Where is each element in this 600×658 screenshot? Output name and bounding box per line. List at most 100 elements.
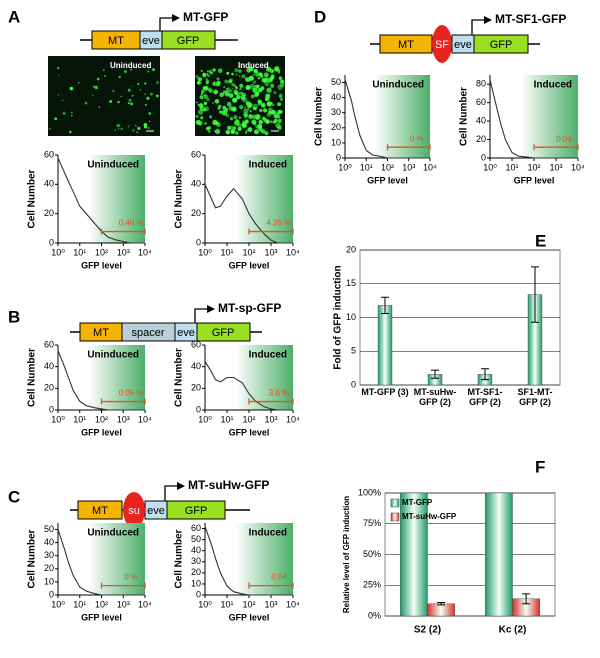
cell [69, 86, 74, 91]
cell [264, 131, 269, 136]
y-axis-label: Cell Number [27, 169, 38, 228]
x-tick-label: 10¹ [220, 247, 233, 257]
construct-title: MT-sp-GFP [218, 301, 281, 315]
error-bar [531, 266, 539, 323]
cell [209, 115, 213, 119]
y-tick-label: 50 [44, 524, 54, 534]
cell [249, 103, 253, 108]
histogram-line [57, 157, 145, 244]
cell [232, 97, 238, 103]
cell [49, 127, 51, 130]
x-tick-label: 10³ [264, 247, 277, 257]
cell [271, 70, 274, 73]
cell [277, 102, 282, 107]
cell [131, 94, 134, 97]
cell [277, 69, 280, 72]
cell [279, 82, 285, 88]
cell [257, 99, 262, 104]
cell [117, 100, 120, 104]
x-axis-label: GFP level [514, 175, 555, 185]
part-label: GFP [212, 327, 235, 339]
gate-label: 0.04 [556, 134, 572, 143]
gate [248, 228, 294, 235]
x-axis-label: GFP level [81, 427, 122, 437]
x-tick-label: MT-SF1-GFP (2) [467, 388, 503, 407]
cell [248, 114, 252, 117]
cell [218, 104, 222, 109]
plot-title: Induced [249, 160, 287, 171]
cell [249, 110, 252, 113]
y-tick-label: 75% [363, 518, 381, 528]
x-tick-label: 10¹ [73, 599, 86, 609]
cell [96, 77, 100, 81]
cell [156, 81, 159, 84]
x-tick-label: 10⁰ [338, 162, 352, 172]
cell [139, 89, 142, 91]
cell [252, 73, 256, 76]
cell [197, 77, 203, 82]
cell [123, 70, 127, 73]
cell [270, 83, 275, 88]
cell [231, 87, 234, 90]
cell [279, 110, 283, 114]
x-axis-label: GFP level [367, 175, 408, 185]
cell [197, 104, 200, 106]
cell [202, 72, 206, 77]
x-tick-label: 10¹ [360, 162, 373, 172]
part-label: su [128, 505, 140, 517]
y-tick-label: 40 [44, 537, 54, 547]
part-label: eve [177, 327, 195, 339]
y-axis-label: Relative level of GFP induction [342, 496, 351, 613]
x-tick-label: 10² [381, 162, 394, 172]
cell [259, 108, 263, 113]
plot-title: Uninduced [87, 160, 139, 171]
cell [272, 110, 278, 116]
x-tick-label: 10² [95, 599, 108, 609]
cell [278, 95, 283, 99]
cell [128, 98, 132, 102]
x-tick-label: 10³ [117, 414, 130, 424]
y-tick-label: 60 [191, 339, 201, 349]
x-tick-label: 10⁴ [423, 162, 437, 172]
cell [229, 117, 234, 121]
cell [147, 70, 150, 73]
cell [245, 84, 251, 90]
x-axis-label: GFP level [229, 260, 270, 270]
y-axis-label: Cell Number [459, 87, 470, 146]
cell [137, 126, 141, 131]
cell [205, 77, 209, 81]
cell [146, 96, 150, 100]
cell [127, 126, 129, 128]
y-tick-label: 0 [481, 152, 486, 162]
cell [253, 129, 259, 135]
gate-label: 4.26 % [267, 219, 292, 228]
cell [226, 101, 232, 107]
y-tick-label: 30 [331, 107, 341, 117]
cell [94, 85, 98, 90]
cell [77, 81, 80, 84]
gate [100, 398, 146, 405]
part-label: GFP [185, 505, 208, 517]
gate [248, 582, 294, 589]
y-tick-label: 60 [191, 523, 201, 533]
part-label: MT [92, 505, 108, 517]
error-bar [522, 593, 531, 605]
gate-label: 0.46 % [119, 219, 144, 228]
cell [238, 75, 241, 78]
cell [131, 85, 133, 87]
histogram-line [204, 184, 293, 244]
panel-label: B [8, 307, 20, 326]
legend-label: MT-suHw-GFP [402, 512, 457, 521]
x-tick-label: 10³ [264, 599, 277, 609]
cell [226, 125, 232, 130]
y-tick-label: 0 [49, 589, 54, 599]
cell [70, 114, 73, 117]
cell [116, 123, 121, 128]
error-bar [481, 368, 489, 381]
cell [213, 68, 216, 72]
cell [92, 85, 95, 88]
error-bar [431, 369, 439, 379]
cell [109, 99, 113, 103]
cell [235, 131, 239, 135]
x-tick-label: 10² [242, 247, 255, 257]
